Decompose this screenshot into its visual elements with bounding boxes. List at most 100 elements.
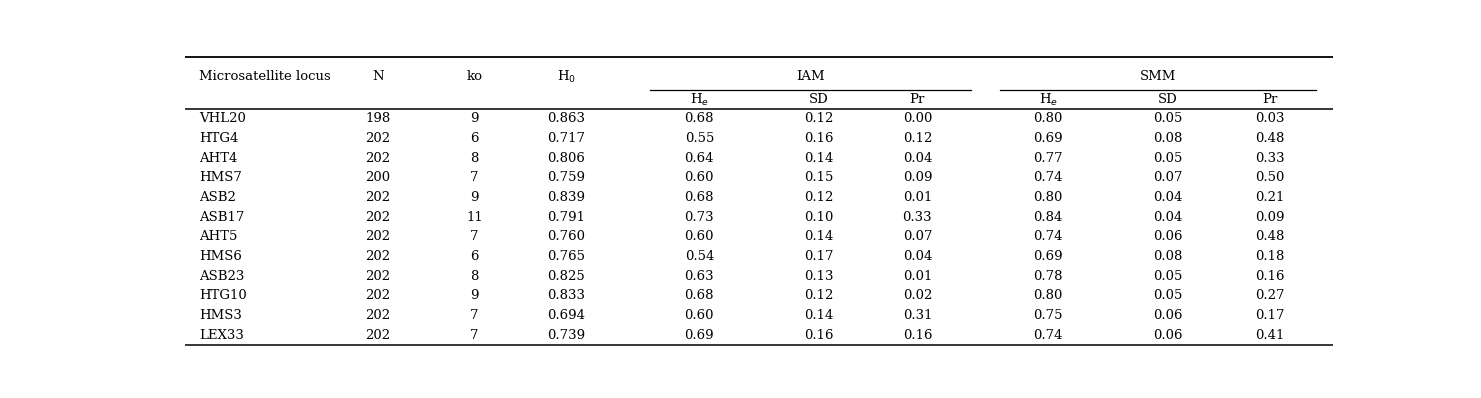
Text: 0.05: 0.05 bbox=[1152, 289, 1182, 302]
Text: HTG4: HTG4 bbox=[198, 132, 238, 145]
Text: 0.760: 0.760 bbox=[546, 230, 585, 243]
Text: 0.01: 0.01 bbox=[903, 191, 932, 204]
Text: 7: 7 bbox=[469, 329, 478, 342]
Text: 0.80: 0.80 bbox=[1034, 191, 1063, 204]
Text: 0.84: 0.84 bbox=[1034, 211, 1063, 224]
Text: 0.16: 0.16 bbox=[1254, 270, 1284, 283]
Text: Microsatellite locus: Microsatellite locus bbox=[198, 70, 330, 83]
Text: 0.78: 0.78 bbox=[1034, 270, 1063, 283]
Text: 0.55: 0.55 bbox=[684, 132, 714, 145]
Text: Pr: Pr bbox=[909, 94, 926, 106]
Text: H$_e$: H$_e$ bbox=[1038, 92, 1057, 108]
Text: 0.839: 0.839 bbox=[546, 191, 585, 204]
Text: HMS7: HMS7 bbox=[198, 172, 241, 184]
Text: ASB17: ASB17 bbox=[198, 211, 244, 224]
Text: 0.14: 0.14 bbox=[804, 230, 834, 243]
Text: 202: 202 bbox=[366, 250, 391, 263]
Text: 0.765: 0.765 bbox=[546, 250, 585, 263]
Text: 0.60: 0.60 bbox=[684, 172, 714, 184]
Text: HMS3: HMS3 bbox=[198, 309, 241, 322]
Text: HTG10: HTG10 bbox=[198, 289, 247, 302]
Text: 0.60: 0.60 bbox=[684, 309, 714, 322]
Text: 202: 202 bbox=[366, 329, 391, 342]
Text: 7: 7 bbox=[469, 309, 478, 322]
Text: ko: ko bbox=[467, 70, 483, 83]
Text: ASB23: ASB23 bbox=[198, 270, 244, 283]
Text: 0.02: 0.02 bbox=[903, 289, 932, 302]
Text: 9: 9 bbox=[469, 289, 478, 302]
Text: 0.48: 0.48 bbox=[1254, 132, 1284, 145]
Text: H$_e$: H$_e$ bbox=[690, 92, 709, 108]
Text: AHT4: AHT4 bbox=[198, 152, 237, 165]
Text: 0.10: 0.10 bbox=[804, 211, 834, 224]
Text: 0.75: 0.75 bbox=[1034, 309, 1063, 322]
Text: 0.68: 0.68 bbox=[684, 289, 714, 302]
Text: 0.18: 0.18 bbox=[1254, 250, 1284, 263]
Text: 11: 11 bbox=[467, 211, 483, 224]
Text: 0.69: 0.69 bbox=[1034, 250, 1063, 263]
Text: 7: 7 bbox=[469, 230, 478, 243]
Text: 0.05: 0.05 bbox=[1152, 112, 1182, 125]
Text: 0.31: 0.31 bbox=[902, 309, 932, 322]
Text: 0.17: 0.17 bbox=[1254, 309, 1284, 322]
Text: 0.07: 0.07 bbox=[1152, 172, 1182, 184]
Text: 0.825: 0.825 bbox=[548, 270, 585, 283]
Text: 0.06: 0.06 bbox=[1152, 309, 1182, 322]
Text: 0.54: 0.54 bbox=[684, 250, 714, 263]
Text: 200: 200 bbox=[366, 172, 391, 184]
Text: 0.16: 0.16 bbox=[902, 329, 932, 342]
Text: 0.09: 0.09 bbox=[1254, 211, 1284, 224]
Text: 0.50: 0.50 bbox=[1254, 172, 1284, 184]
Text: 0.09: 0.09 bbox=[902, 172, 932, 184]
Text: 0.739: 0.739 bbox=[546, 329, 585, 342]
Text: Pr: Pr bbox=[1262, 94, 1278, 106]
Text: 0.21: 0.21 bbox=[1254, 191, 1284, 204]
Text: 0.759: 0.759 bbox=[546, 172, 585, 184]
Text: AHT5: AHT5 bbox=[198, 230, 237, 243]
Text: 7: 7 bbox=[469, 172, 478, 184]
Text: 202: 202 bbox=[366, 289, 391, 302]
Text: 202: 202 bbox=[366, 132, 391, 145]
Text: H$_0$: H$_0$ bbox=[557, 69, 576, 85]
Text: 0.05: 0.05 bbox=[1152, 270, 1182, 283]
Text: 0.04: 0.04 bbox=[903, 250, 932, 263]
Text: VHL20: VHL20 bbox=[198, 112, 246, 125]
Text: 0.03: 0.03 bbox=[1254, 112, 1284, 125]
Text: 0.04: 0.04 bbox=[903, 152, 932, 165]
Text: 0.80: 0.80 bbox=[1034, 112, 1063, 125]
Text: 8: 8 bbox=[469, 270, 478, 283]
Text: 202: 202 bbox=[366, 270, 391, 283]
Text: 0.07: 0.07 bbox=[902, 230, 932, 243]
Text: 0.48: 0.48 bbox=[1254, 230, 1284, 243]
Text: 0.77: 0.77 bbox=[1034, 152, 1063, 165]
Text: 0.69: 0.69 bbox=[684, 329, 714, 342]
Text: 9: 9 bbox=[469, 191, 478, 204]
Text: 0.33: 0.33 bbox=[902, 211, 932, 224]
Text: SMM: SMM bbox=[1140, 70, 1176, 83]
Text: 0.04: 0.04 bbox=[1152, 191, 1182, 204]
Text: 0.68: 0.68 bbox=[684, 191, 714, 204]
Text: 0.27: 0.27 bbox=[1254, 289, 1284, 302]
Text: 0.33: 0.33 bbox=[1254, 152, 1284, 165]
Text: ASB2: ASB2 bbox=[198, 191, 235, 204]
Text: 0.833: 0.833 bbox=[546, 289, 585, 302]
Text: 6: 6 bbox=[469, 132, 478, 145]
Text: N: N bbox=[372, 70, 384, 83]
Text: 0.74: 0.74 bbox=[1034, 230, 1063, 243]
Text: 0.14: 0.14 bbox=[804, 309, 834, 322]
Text: IAM: IAM bbox=[797, 70, 825, 83]
Text: 0.14: 0.14 bbox=[804, 152, 834, 165]
Text: 0.69: 0.69 bbox=[1034, 132, 1063, 145]
Text: 202: 202 bbox=[366, 191, 391, 204]
Text: 202: 202 bbox=[366, 309, 391, 322]
Text: LEX33: LEX33 bbox=[198, 329, 244, 342]
Text: 9: 9 bbox=[469, 112, 478, 125]
Text: SD: SD bbox=[809, 94, 828, 106]
Text: 0.717: 0.717 bbox=[546, 132, 585, 145]
Text: 0.806: 0.806 bbox=[548, 152, 585, 165]
Text: 202: 202 bbox=[366, 152, 391, 165]
Text: 0.17: 0.17 bbox=[804, 250, 834, 263]
Text: 0.73: 0.73 bbox=[684, 211, 714, 224]
Text: 8: 8 bbox=[469, 152, 478, 165]
Text: 0.05: 0.05 bbox=[1152, 152, 1182, 165]
